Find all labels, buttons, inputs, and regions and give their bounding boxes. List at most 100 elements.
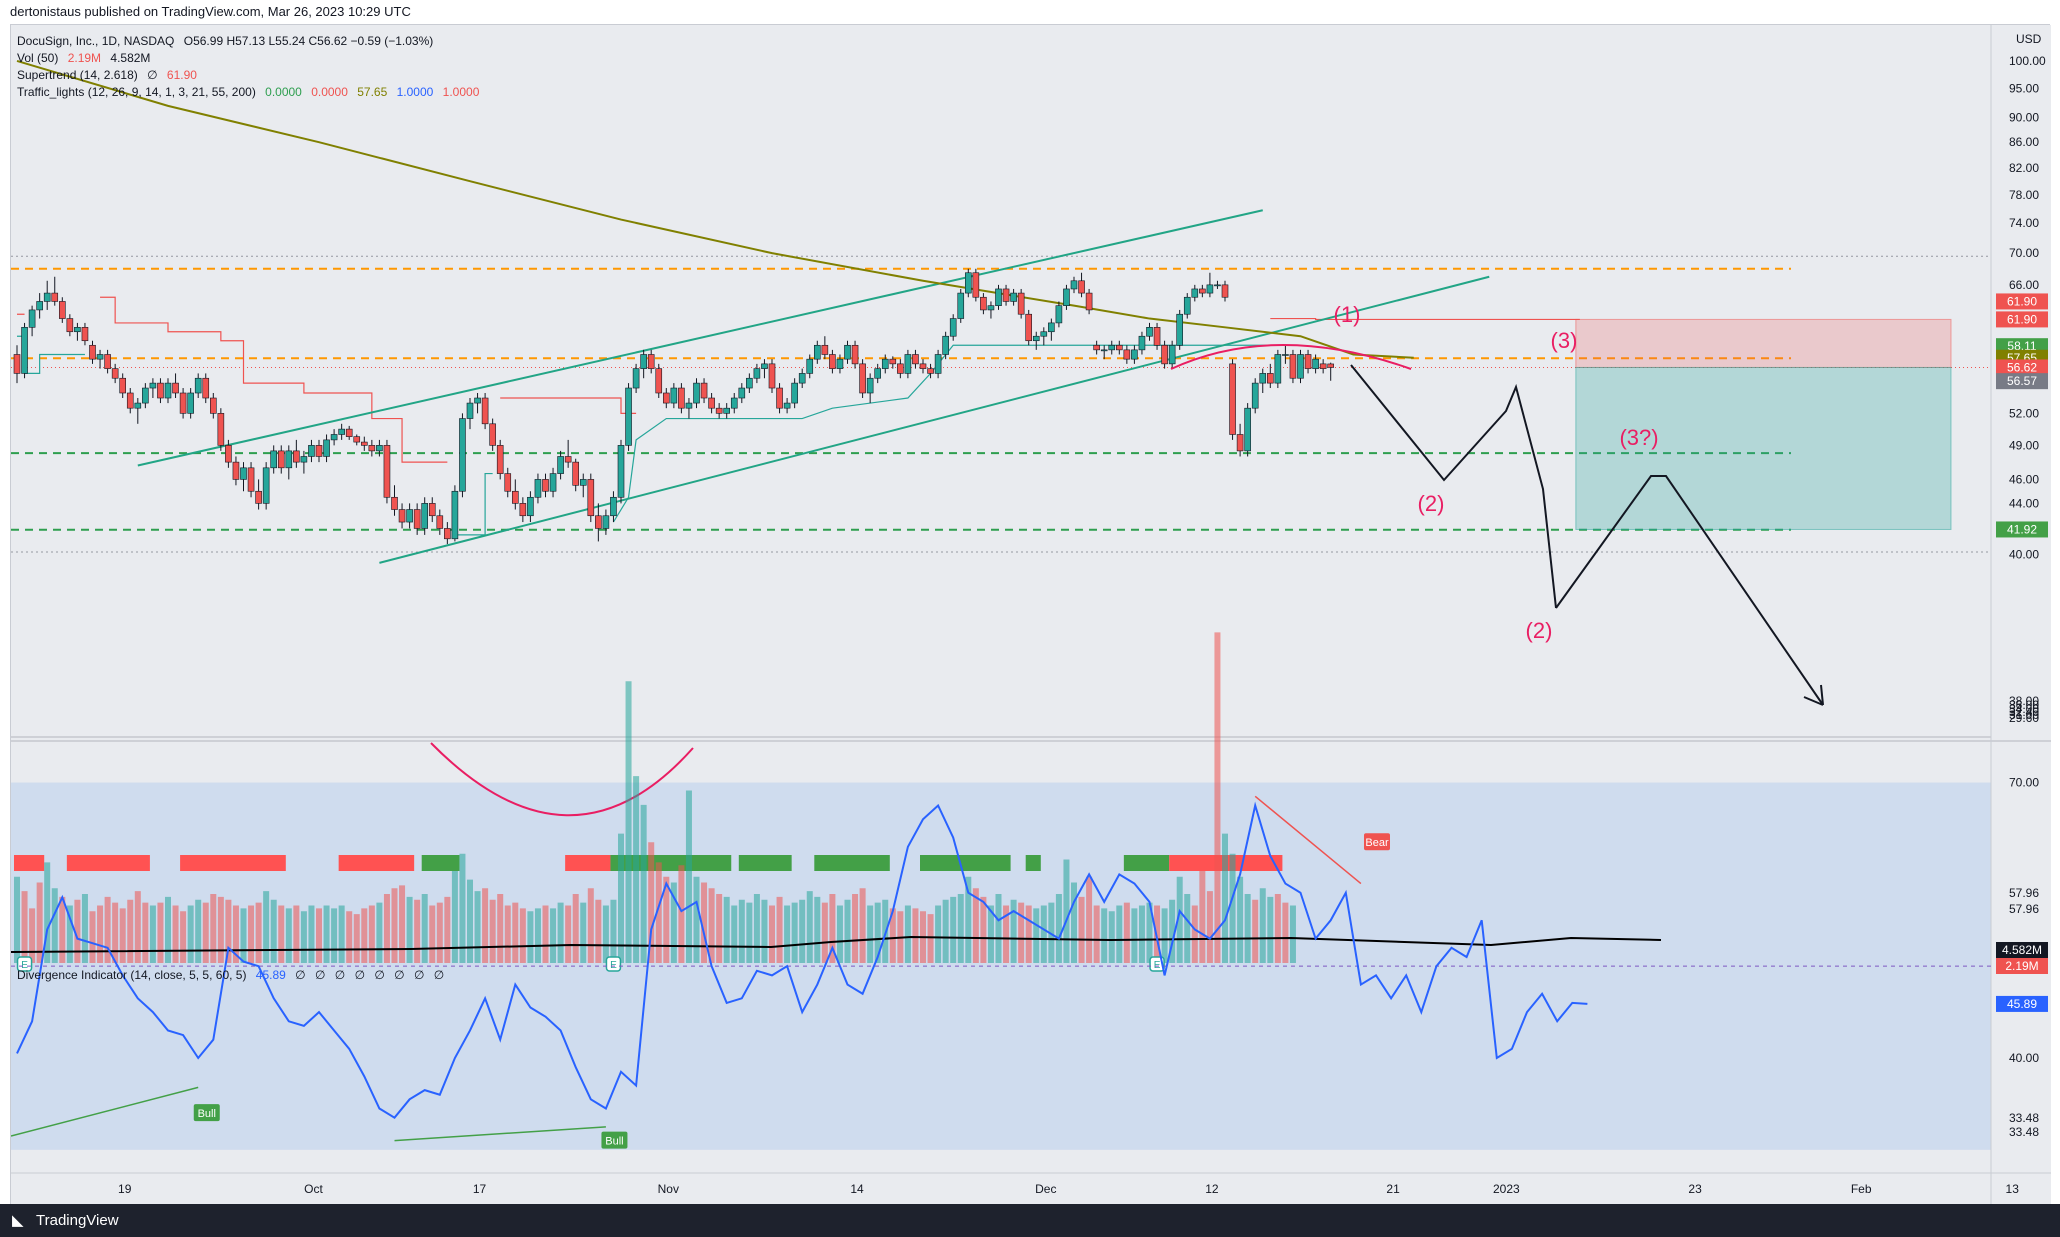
candle bbox=[187, 388, 194, 419]
candle bbox=[821, 336, 829, 360]
time-axis-tick: Feb bbox=[1851, 1182, 1872, 1196]
volume-bar bbox=[829, 894, 836, 963]
candle-body bbox=[798, 373, 806, 384]
volume-bar bbox=[361, 908, 368, 963]
candle-body bbox=[761, 363, 768, 369]
candle bbox=[881, 354, 889, 374]
candle-body bbox=[210, 397, 217, 414]
volume-bar bbox=[1169, 899, 1176, 963]
candle-body bbox=[881, 358, 889, 369]
price-axis-label-box bbox=[1996, 373, 2048, 390]
candle bbox=[300, 450, 308, 474]
volume-bar bbox=[1071, 882, 1077, 963]
candle bbox=[572, 458, 580, 492]
candle bbox=[179, 388, 187, 419]
candle-body bbox=[277, 450, 285, 469]
oscillator-axis-tick: 57.96 bbox=[2009, 902, 2039, 916]
chart-canvas[interactable]: (1) (2) (3) (2) (3?) E E E Bull Bull Bear USD 100… bbox=[10, 25, 2051, 1205]
candle bbox=[957, 288, 965, 323]
volume-bar bbox=[935, 905, 942, 963]
volume-bar bbox=[1048, 902, 1055, 963]
candle bbox=[897, 359, 904, 379]
wave-label: (1) bbox=[1334, 302, 1361, 327]
volume-bar bbox=[701, 882, 708, 963]
price-axis-tick: 78.00 bbox=[2009, 188, 2039, 202]
candle bbox=[1048, 318, 1055, 341]
volume-bar bbox=[157, 902, 164, 963]
wave-path bbox=[1350, 364, 1557, 609]
candle bbox=[693, 378, 700, 409]
candle bbox=[602, 509, 610, 535]
candle bbox=[1274, 349, 1282, 389]
earnings-marker-label: E bbox=[21, 960, 28, 971]
volume-bar bbox=[1206, 891, 1213, 963]
price-axis-label-text: 56.57 bbox=[2007, 374, 2037, 388]
volume-bar bbox=[625, 681, 632, 963]
candle bbox=[142, 383, 149, 409]
signal-label-box bbox=[601, 1131, 628, 1149]
price-axis-tick: 100.00 bbox=[2009, 54, 2046, 68]
volume-bar bbox=[51, 888, 58, 963]
candle bbox=[761, 359, 768, 379]
candle bbox=[1206, 272, 1214, 298]
price-axis-tick: 52.00 bbox=[2009, 406, 2039, 420]
candle-body bbox=[1161, 344, 1168, 365]
candle-body bbox=[36, 301, 43, 311]
volume-bar bbox=[172, 905, 179, 963]
price-axis-label-text: 58.11 bbox=[2007, 339, 2036, 353]
footer-brand[interactable]: TradingView bbox=[36, 1212, 119, 1229]
candle bbox=[194, 373, 202, 399]
candle-body bbox=[791, 382, 798, 404]
legend: DocuSign, Inc., 1D, NASDAQ O56.99 H57.13… bbox=[17, 33, 485, 101]
candle-body bbox=[1304, 354, 1312, 369]
volume-bar bbox=[112, 902, 119, 963]
candle bbox=[428, 497, 436, 523]
supertrend-down-1 bbox=[100, 296, 448, 463]
oscillator-axis-tick: 70.00 bbox=[2009, 776, 2039, 790]
divergence-signal-label: Bull bbox=[193, 1104, 220, 1122]
volume-bar bbox=[368, 905, 375, 963]
candle-body bbox=[897, 363, 904, 374]
tradingview-logo-icon[interactable]: ◣ bbox=[12, 1212, 24, 1229]
price-axis-label-text: 61.90 bbox=[2007, 294, 2037, 308]
candle-body bbox=[421, 503, 429, 529]
candle-body bbox=[874, 368, 882, 379]
volume-bar bbox=[429, 905, 436, 963]
candle bbox=[723, 403, 731, 419]
price-axis-tick: 70.00 bbox=[2009, 246, 2039, 260]
volume-bar bbox=[14, 876, 20, 963]
volume-bar bbox=[202, 902, 209, 963]
volume-bar bbox=[97, 905, 104, 963]
candle bbox=[557, 450, 564, 480]
volume-axis-label-box bbox=[1996, 942, 2048, 958]
volume-bar bbox=[527, 911, 534, 963]
earnings-marker-label: E bbox=[1154, 960, 1161, 971]
volume-axis-label-text: 2.19M bbox=[2005, 959, 2038, 973]
candle-body bbox=[519, 503, 527, 517]
candle bbox=[1078, 272, 1085, 298]
volume-bar bbox=[867, 905, 874, 963]
time-axis-tick: 14 bbox=[850, 1182, 864, 1196]
candle-body bbox=[1312, 358, 1319, 369]
volume-bar bbox=[1086, 876, 1093, 963]
price-axis-tick: 46.00 bbox=[2009, 472, 2039, 486]
legend-divergence: Divergence Indicator (14, close, 5, 5, 6… bbox=[17, 967, 450, 984]
candle-body bbox=[51, 292, 59, 302]
candle bbox=[564, 439, 572, 468]
price-axis-label-box bbox=[1996, 521, 2048, 538]
candle-body bbox=[187, 392, 194, 414]
candle-body bbox=[723, 407, 731, 414]
candle bbox=[391, 485, 398, 516]
candle-body bbox=[262, 467, 270, 504]
volume-bar bbox=[708, 888, 715, 963]
volume-bar bbox=[580, 902, 587, 963]
candle-body bbox=[964, 272, 972, 294]
candle bbox=[874, 363, 882, 384]
volume-bar bbox=[278, 905, 285, 963]
candle bbox=[678, 383, 685, 414]
candle bbox=[768, 359, 776, 394]
signal-label-text: Bull bbox=[198, 1108, 216, 1120]
volume-bar bbox=[980, 896, 987, 963]
candle-body bbox=[693, 382, 700, 404]
candle bbox=[13, 345, 21, 384]
